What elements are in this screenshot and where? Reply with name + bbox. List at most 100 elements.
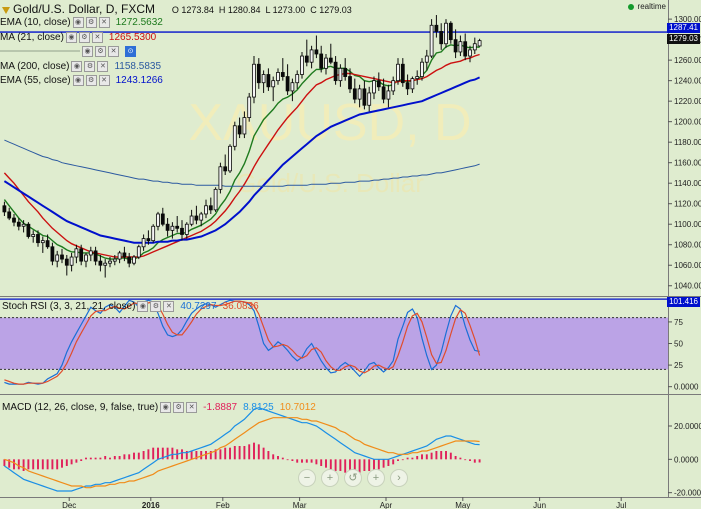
rsi-tick-label: 0.0000 bbox=[674, 383, 699, 392]
close-icon: ✕ bbox=[97, 60, 109, 72]
candle-body bbox=[444, 22, 448, 45]
price-tick-label: 1220.00 bbox=[674, 97, 701, 106]
macd-histogram-bar bbox=[440, 451, 443, 460]
macd-histogram-bar bbox=[473, 459, 476, 463]
macd-histogram-bar bbox=[161, 447, 164, 460]
candle bbox=[74, 244, 79, 264]
macd-histogram-bar bbox=[397, 459, 399, 461]
candle-body bbox=[333, 61, 338, 82]
macd-histogram-bar bbox=[449, 452, 452, 460]
candle bbox=[199, 211, 204, 227]
legend-hidden-indicator[interactable]: ◉ ⚙ ✕ ⊙ bbox=[0, 45, 136, 59]
time-tick-label: Mar bbox=[293, 501, 307, 509]
macd-histogram-bar bbox=[94, 457, 97, 460]
candle-body bbox=[295, 74, 300, 84]
candle bbox=[304, 39, 309, 67]
candle-body bbox=[21, 223, 26, 227]
candle-body bbox=[434, 24, 439, 32]
legend-ma200[interactable]: MA (200, close) ◉ ⚙ ✕ 1158.5835 bbox=[0, 60, 162, 72]
candle bbox=[468, 45, 472, 63]
macd-histogram-bar bbox=[65, 459, 68, 466]
candle-body bbox=[141, 238, 146, 248]
candle bbox=[444, 19, 448, 48]
candle bbox=[232, 121, 237, 151]
candle-body bbox=[175, 225, 180, 229]
candle-body bbox=[420, 61, 424, 77]
candle bbox=[300, 51, 304, 79]
candle bbox=[108, 257, 112, 268]
time-tick-label: Feb bbox=[216, 501, 230, 509]
macd-legend[interactable]: MACD (12, 26, close, 9, false, true) ◉ ⚙ ✕ -… bbox=[2, 401, 316, 413]
candle bbox=[477, 38, 482, 47]
macd-histogram-bar bbox=[320, 459, 323, 466]
macd-histogram-bar bbox=[147, 449, 150, 460]
settings-icon: ⚙ bbox=[95, 45, 106, 57]
macd-histogram-bar bbox=[233, 446, 236, 460]
candle bbox=[2, 201, 7, 217]
candle-body bbox=[271, 80, 276, 88]
candle-body bbox=[50, 246, 55, 262]
legend-ma21[interactable]: MA (21, close) ◉ ⚙ ✕ 1265.5300 bbox=[0, 31, 157, 43]
candle bbox=[266, 68, 271, 91]
candle-body bbox=[448, 22, 453, 41]
watermark-symbol: XAUUSD, D bbox=[188, 94, 471, 152]
candle-body bbox=[218, 166, 223, 190]
candle bbox=[141, 234, 146, 251]
price-tick-label: 1180.00 bbox=[674, 138, 701, 147]
zoom-in-icon[interactable]: + bbox=[321, 469, 339, 487]
macd-histogram-bar bbox=[37, 459, 39, 470]
candle bbox=[333, 56, 338, 85]
candle bbox=[448, 21, 453, 44]
reset-icon[interactable]: ↺ bbox=[344, 469, 362, 487]
last-price-tag: 1279.03 bbox=[667, 34, 700, 44]
candle bbox=[180, 220, 184, 241]
macd-histogram-bar bbox=[200, 451, 203, 460]
candle-body bbox=[45, 240, 50, 248]
macd-histogram-bar bbox=[17, 459, 20, 470]
macd-histogram-bar bbox=[373, 459, 375, 471]
candle bbox=[400, 58, 405, 87]
candle-body bbox=[352, 88, 357, 100]
candle-body bbox=[189, 215, 194, 225]
candle-body bbox=[309, 49, 314, 63]
macd-histogram-bar bbox=[104, 456, 107, 460]
zoom-out-icon[interactable]: − bbox=[298, 469, 316, 487]
candle bbox=[36, 230, 40, 247]
legend-ema55[interactable]: EMA (55, close) ◉ ⚙ ✕ 1243.1266 bbox=[0, 74, 163, 86]
stoch-rsi-legend[interactable]: Stoch RSI (3, 3, 21, 21, close) ◉ ⚙ ✕ 40.729… bbox=[2, 300, 259, 312]
rsi-tick-label: 50 bbox=[674, 340, 683, 349]
macd-histogram-bar bbox=[435, 451, 438, 460]
macd-histogram-bar bbox=[137, 452, 140, 460]
candle bbox=[7, 207, 12, 221]
candle-body bbox=[127, 256, 132, 264]
candle bbox=[376, 72, 381, 91]
candle bbox=[26, 222, 31, 239]
candle bbox=[208, 197, 213, 214]
macd-histogram-bar bbox=[406, 457, 409, 460]
next-icon[interactable]: › bbox=[390, 469, 408, 487]
macd-histogram-bar bbox=[195, 451, 198, 460]
macd-histogram-bar bbox=[89, 457, 92, 460]
candle-body bbox=[60, 254, 64, 260]
candle-body bbox=[103, 262, 108, 266]
macd-histogram-bar bbox=[296, 459, 299, 463]
macd-histogram-bar bbox=[243, 446, 246, 460]
macd-histogram-bar bbox=[358, 459, 361, 473]
candle-body bbox=[285, 76, 290, 92]
legend-ema10[interactable]: EMA (10, close) ◉ ⚙ ✕ 1272.5632 bbox=[0, 16, 163, 28]
candle-body bbox=[328, 57, 333, 63]
candle bbox=[472, 37, 477, 54]
add-icon[interactable]: + bbox=[367, 469, 385, 487]
macd-histogram-bar bbox=[99, 457, 102, 460]
candle-body bbox=[252, 63, 256, 98]
candle bbox=[372, 76, 376, 100]
candle bbox=[175, 216, 180, 233]
macd-histogram-bar bbox=[61, 459, 63, 468]
time-tick-label: May bbox=[455, 501, 470, 509]
macd-tick-label: -20.0000 bbox=[674, 489, 701, 498]
symbol-icon bbox=[2, 6, 10, 14]
candle bbox=[410, 76, 415, 93]
candle bbox=[165, 218, 170, 237]
candle-body bbox=[208, 205, 213, 211]
